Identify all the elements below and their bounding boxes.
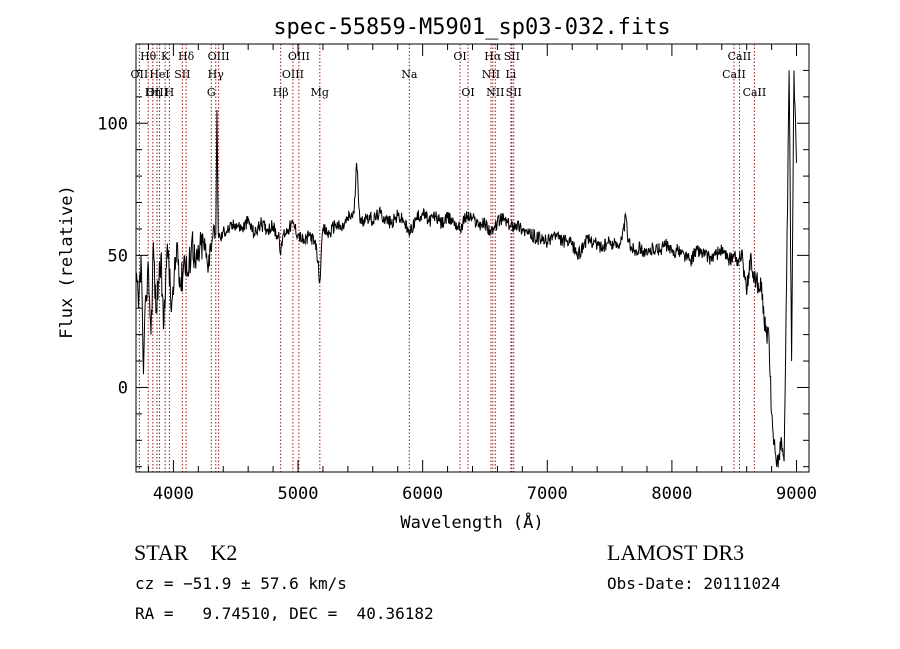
line-label-11: G (207, 86, 216, 99)
spectrum-series-line (135, 70, 797, 468)
y-axis-label: Flux (relative) (57, 185, 77, 339)
line-label-25: CaII (722, 68, 746, 81)
y-tick-label: 0 (118, 378, 128, 398)
chart-title: spec-55859-M5901_sp03-032.fits (273, 15, 670, 40)
object-classification: STAR K2 (134, 540, 238, 565)
line-label-1: Hθ (140, 50, 157, 63)
y-tick-label: 100 (97, 114, 128, 134)
survey-name: LAMOST DR3 (607, 540, 745, 565)
x-axis-ticks: 4000 5000 6000 7000 8000 9000 (147, 44, 817, 504)
line-label-17: OI (453, 50, 466, 63)
x-tick-label: 6000 (402, 484, 443, 504)
line-label-3: HeI (149, 68, 169, 81)
line-label-13: OIII (282, 68, 304, 81)
x-tick-label: 9000 (776, 484, 817, 504)
line-label-8: Hδ (178, 50, 195, 63)
x-tick-label: 4000 (153, 484, 194, 504)
line-label-12: Hβ (273, 86, 289, 99)
line-label-20: NII (482, 68, 500, 81)
line-label-27: CaII (743, 86, 767, 99)
x-tick-label: 8000 (651, 484, 692, 504)
line-label-6: H (165, 86, 175, 99)
line-marker-labels: OII Hθ OIII HeI Hη K H SII Hδ OIII Hγ G Hβ OIII OIII Mg… (131, 50, 767, 99)
sky-coordinates: RA = 9.74510, DEC = 40.36182 (135, 604, 434, 623)
line-label-15: Mg (311, 86, 329, 99)
line-label-24: Li (505, 68, 516, 81)
x-tick-label: 5000 (278, 484, 319, 504)
line-label-22: SII (504, 50, 520, 63)
redshift-velocity: cz = −51.9 ± 57.6 km/s (135, 574, 347, 593)
line-label-16: Na (401, 68, 418, 81)
line-label-2: OIII (146, 86, 168, 99)
y-tick-label: 50 (108, 246, 128, 266)
line-label-23: SII (506, 86, 522, 99)
line-label-10: Hγ (208, 68, 225, 81)
y-axis-ticks: 0 50 100 (97, 69, 809, 468)
line-label-26: CaII (728, 50, 752, 63)
line-label-18: OI (461, 86, 474, 99)
line-label-0: OII (131, 68, 149, 81)
line-label-7: SII (174, 68, 190, 81)
line-label-5: K (161, 50, 170, 63)
line-label-4: Hη (145, 86, 161, 99)
observation-date: Obs-Date: 20111024 (607, 574, 781, 593)
line-label-9: OIII (208, 50, 230, 63)
line-label-21: NII (486, 86, 504, 99)
emission-absorption-line-markers (138, 44, 755, 472)
line-label-19: Hα (484, 50, 502, 63)
x-axis-label: Wavelength (Å) (400, 511, 543, 533)
line-label-14: OIII (288, 50, 310, 63)
x-tick-label: 7000 (527, 484, 568, 504)
